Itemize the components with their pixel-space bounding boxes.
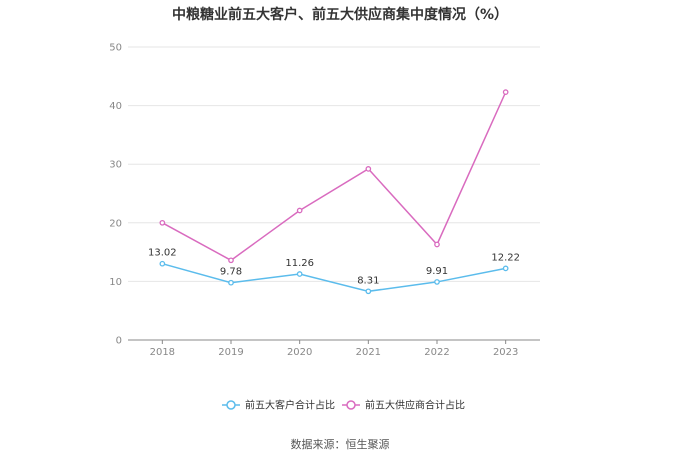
x-tick-label: 2021: [356, 347, 381, 358]
x-tick-label: 2019: [218, 347, 243, 358]
data-point: [228, 257, 234, 264]
data-point: [365, 166, 372, 172]
data-point: [159, 260, 166, 267]
y-tick-label: 20: [109, 218, 122, 229]
data-label: 13.02: [148, 248, 177, 259]
data-point: [296, 271, 303, 277]
x-tick-label: 2022: [424, 347, 449, 358]
y-tick-label: 30: [109, 160, 122, 171]
x-tick-label: 2023: [493, 347, 518, 358]
data-label: 9.78: [220, 267, 242, 278]
chart-title: 中粮糖业前五大客户、前五大供应商集中度情况（%）: [171, 7, 509, 23]
data-point: [502, 89, 509, 95]
data-label: 11.26: [285, 258, 314, 269]
y-tick-label: 50: [109, 43, 122, 54]
data-point: [228, 279, 234, 286]
data-point: [434, 279, 440, 285]
y-tick-label: 10: [109, 277, 122, 288]
legend-marker: [346, 400, 356, 410]
data-label: 12.22: [491, 252, 520, 263]
data-label: 8.31: [357, 275, 379, 286]
series-line-suppliers: [161, 91, 507, 262]
data-point: [365, 288, 372, 295]
data-point: [502, 265, 509, 272]
y-tick-label: 40: [109, 101, 122, 112]
data-source: 数据来源：恒生聚源: [290, 438, 390, 451]
data-point: [159, 219, 166, 226]
y-tick-label: 0: [116, 336, 122, 347]
series-line-customers: [162, 262, 506, 293]
x-tick-label: 2018: [150, 347, 175, 358]
legend-marker: [226, 400, 236, 410]
data-point: [296, 207, 303, 214]
data-label: 9.91: [426, 266, 448, 277]
legend-label: 前五大客户合计占比: [245, 399, 335, 412]
legend-label: 前五大供应商合计占比: [365, 399, 465, 412]
data-point: [434, 241, 440, 248]
x-tick-label: 2020: [287, 347, 312, 358]
